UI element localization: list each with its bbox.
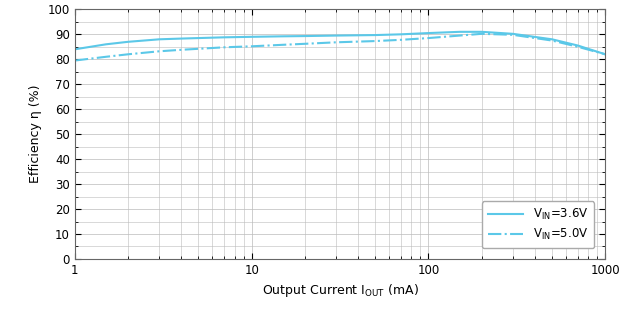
Legend: V$_{\mathrm{IN}}$=3.6V, V$_{\mathrm{IN}}$=5.0V: V$_{\mathrm{IN}}$=3.6V, V$_{\mathrm{IN}}… <box>482 201 594 248</box>
V$_{\mathrm{IN}}$=5.0V <box>425 36 432 40</box>
V$_{\mathrm{IN}}$=3.6V <box>333 34 340 37</box>
V$_{\mathrm{IN}}$=5.0V <box>548 39 556 42</box>
V$_{\mathrm{IN}}$=5.0V <box>333 41 340 44</box>
V$_{\mathrm{IN}}$=5.0V <box>155 49 163 53</box>
V$_{\mathrm{IN}}$=3.6V <box>509 32 517 36</box>
V$_{\mathrm{IN}}$=3.6V <box>456 30 464 34</box>
V$_{\mathrm{IN}}$=3.6V <box>71 47 79 51</box>
V$_{\mathrm{IN}}$=3.6V <box>102 42 110 46</box>
V$_{\mathrm{IN}}$=5.0V <box>478 32 485 36</box>
V$_{\mathrm{IN}}$=3.6V <box>548 37 556 41</box>
V$_{\mathrm{IN}}$=5.0V <box>124 52 132 56</box>
Line: V$_{\mathrm{IN}}$=3.6V: V$_{\mathrm{IN}}$=3.6V <box>75 32 605 54</box>
V$_{\mathrm{IN}}$=3.6V <box>371 33 379 37</box>
V$_{\mathrm{IN}}$=5.0V <box>248 44 255 48</box>
V$_{\mathrm{IN}}$=5.0V <box>371 39 379 43</box>
V$_{\mathrm{IN}}$=5.0V <box>195 47 202 51</box>
V$_{\mathrm{IN}}$=3.6V <box>425 31 432 35</box>
V$_{\mathrm{IN}}$=5.0V <box>71 59 79 62</box>
V$_{\mathrm{IN}}$=3.6V <box>248 35 255 39</box>
X-axis label: Output Current I$_{\mathrm{OUT}}$ (mA): Output Current I$_{\mathrm{OUT}}$ (mA) <box>261 282 419 300</box>
V$_{\mathrm{IN}}$=5.0V <box>509 33 517 37</box>
V$_{\mathrm{IN}}$=3.6V <box>124 40 132 44</box>
V$_{\mathrm{IN}}$=3.6V <box>574 44 582 47</box>
V$_{\mathrm{IN}}$=3.6V <box>155 37 163 41</box>
V$_{\mathrm{IN}}$=3.6V <box>178 37 185 41</box>
V$_{\mathrm{IN}}$=3.6V <box>602 52 609 56</box>
V$_{\mathrm{IN}}$=5.0V <box>456 34 464 37</box>
V$_{\mathrm{IN}}$=5.0V <box>574 45 582 49</box>
V$_{\mathrm{IN}}$=3.6V <box>397 32 405 36</box>
V$_{\mathrm{IN}}$=5.0V <box>301 42 309 46</box>
V$_{\mathrm{IN}}$=5.0V <box>602 52 609 56</box>
V$_{\mathrm{IN}}$=3.6V <box>478 30 485 34</box>
V$_{\mathrm{IN}}$=5.0V <box>397 38 405 42</box>
V$_{\mathrm{IN}}$=3.6V <box>301 34 309 38</box>
V$_{\mathrm{IN}}$=5.0V <box>220 46 228 49</box>
V$_{\mathrm{IN}}$=5.0V <box>279 43 286 47</box>
Line: V$_{\mathrm{IN}}$=5.0V: V$_{\mathrm{IN}}$=5.0V <box>75 34 605 61</box>
V$_{\mathrm{IN}}$=5.0V <box>102 55 110 59</box>
V$_{\mathrm{IN}}$=3.6V <box>279 34 286 38</box>
V$_{\mathrm{IN}}$=3.6V <box>195 36 202 40</box>
V$_{\mathrm{IN}}$=5.0V <box>178 48 185 52</box>
V$_{\mathrm{IN}}$=3.6V <box>220 36 228 39</box>
Y-axis label: Efficiency η (%): Efficiency η (%) <box>29 85 42 183</box>
